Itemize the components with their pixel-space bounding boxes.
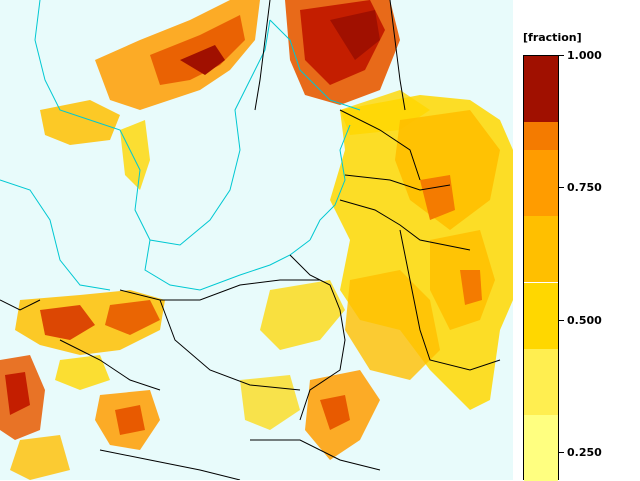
legend-tick bbox=[559, 319, 564, 321]
map-panel bbox=[0, 0, 514, 480]
legend-color-bar bbox=[523, 55, 559, 481]
color-legend: [fraction] 1.000 0.750 0.500 0.250 bbox=[513, 0, 640, 481]
map-canvas bbox=[0, 0, 513, 480]
legend-unit-label: [fraction] bbox=[523, 31, 582, 44]
legend-color-step bbox=[524, 56, 558, 123]
legend-color-step bbox=[524, 216, 558, 283]
legend-tick bbox=[559, 187, 564, 189]
legend-tick-label: 0.500 bbox=[567, 313, 602, 327]
legend-color-step bbox=[524, 348, 558, 415]
coastlines bbox=[0, 0, 361, 291]
field-finland bbox=[285, 0, 430, 135]
field-east bbox=[260, 95, 513, 460]
legend-color-step bbox=[524, 414, 558, 481]
legend-tick bbox=[559, 55, 564, 56]
legend-tick-label: 1.000 bbox=[567, 49, 602, 62]
field-scandinavia bbox=[40, 0, 260, 190]
legend-color-step bbox=[524, 282, 558, 349]
legend-color-step bbox=[524, 150, 558, 217]
legend-tick bbox=[559, 452, 564, 453]
country-borders bbox=[0, 0, 501, 480]
legend-tick-label: 0.250 bbox=[567, 446, 602, 459]
legend-tick-label: 0.750 bbox=[567, 181, 602, 195]
